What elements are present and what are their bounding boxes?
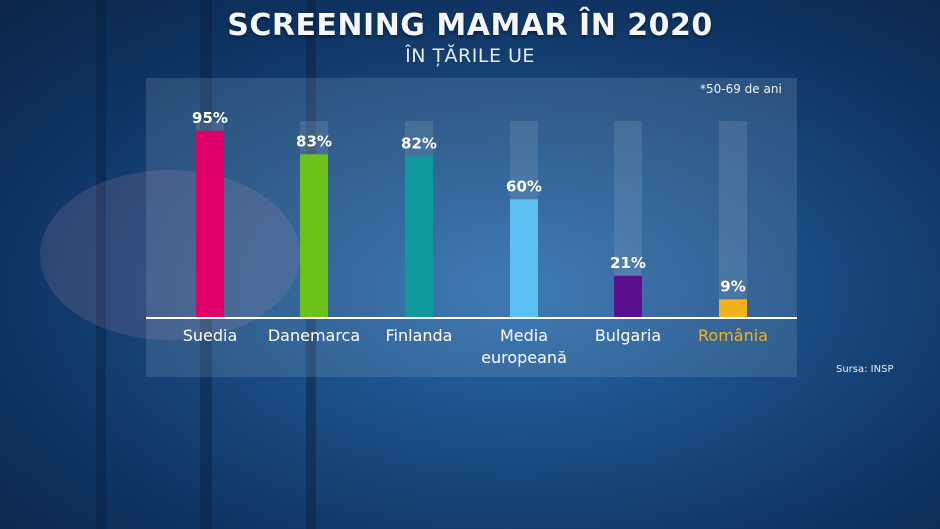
bar bbox=[405, 156, 433, 317]
data-label: 21% bbox=[610, 254, 646, 272]
bar bbox=[196, 130, 224, 317]
category-label: Finlanda bbox=[386, 326, 453, 345]
bar bbox=[719, 299, 747, 317]
category-label: Bulgaria bbox=[595, 326, 661, 345]
chart-subtitle: ÎN ȚĂRILE UE bbox=[405, 45, 535, 67]
data-label: 9% bbox=[720, 277, 745, 295]
data-label: 82% bbox=[401, 134, 437, 152]
bar bbox=[510, 199, 538, 317]
source-label: Sursa: INSP bbox=[836, 364, 894, 375]
category-label: Danemarca bbox=[268, 326, 360, 345]
category-label: România bbox=[698, 326, 768, 345]
data-label: 83% bbox=[296, 132, 332, 150]
category-label: Media bbox=[500, 326, 548, 345]
data-label: 60% bbox=[506, 177, 542, 195]
category-label: Suedia bbox=[183, 326, 238, 345]
chart-panel bbox=[146, 78, 797, 377]
category-label: europeană bbox=[481, 348, 567, 367]
background-ribbon bbox=[40, 170, 300, 340]
bar-track bbox=[719, 121, 747, 317]
bar bbox=[614, 275, 642, 317]
background-stripe bbox=[96, 0, 106, 529]
data-label: 95% bbox=[192, 109, 228, 127]
age-note: *50-69 de ani bbox=[700, 82, 782, 96]
chart-title: SCREENING MAMAR ÎN 2020 bbox=[227, 8, 713, 43]
bar bbox=[300, 154, 328, 317]
